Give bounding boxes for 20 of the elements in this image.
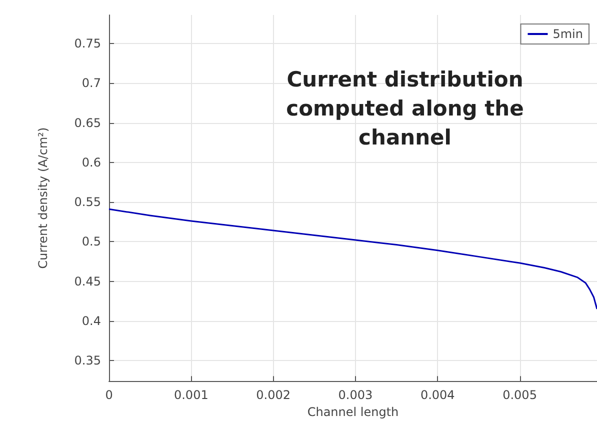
x-tick-label: 0 <box>105 388 113 402</box>
x-tick-label: 0.005 <box>502 388 537 402</box>
y-tick-label: 0.35 <box>74 353 101 368</box>
y-tick-label: 0.6 <box>82 155 101 170</box>
y-tick-label: 0.55 <box>74 195 101 210</box>
x-tick-label: 0.004 <box>420 388 455 402</box>
text: Current distribution computed along the channel <box>286 68 524 150</box>
x-tick-label: 0.001 <box>174 388 208 402</box>
legend-label: 5min <box>552 27 583 41</box>
y-tick-label: 0.65 <box>74 116 101 130</box>
y-tick-label: 0.75 <box>74 36 101 51</box>
x-axis-title: Channel length <box>307 405 399 419</box>
y-tick-label: 0.7 <box>82 76 101 90</box>
x-tick-label: 0.003 <box>338 388 373 402</box>
y-tick-label: 0.45 <box>74 274 101 288</box>
line-series <box>108 208 597 310</box>
y-tick-label: 0.4 <box>82 314 101 328</box>
y-tick-label: 0.5 <box>82 234 101 249</box>
x-tick-label: 0.002 <box>256 388 290 402</box>
y-axis-title: Current density (A/cm²) <box>36 127 50 269</box>
